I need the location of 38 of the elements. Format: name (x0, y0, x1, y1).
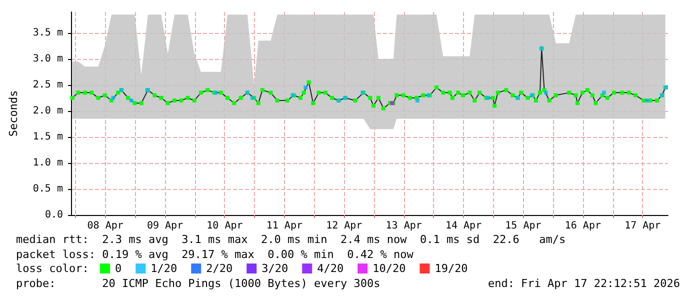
legend-label: 3/20 (262, 262, 288, 275)
y-tick-label: 3.0 m (32, 53, 63, 64)
x-tick-label: 09 Apr (146, 220, 184, 232)
legend-label: 4/20 (317, 262, 344, 275)
text: packet loss: 0.19 % avg 29.17 % max 0.00 % min 0.42 % now (16, 248, 414, 261)
y-tick-label: 2.0 m (32, 105, 63, 116)
y-tick-label: 1.5 m (32, 131, 63, 142)
legend-label: 0 (115, 262, 122, 275)
legend-label: 19/20 (434, 262, 468, 275)
x-tick-label: 16 Apr (564, 220, 601, 232)
x-tick-label: 08 Apr (87, 220, 124, 232)
point (111, 96, 116, 100)
legend-label: 10/20 (372, 262, 406, 275)
point (303, 85, 308, 90)
y-tick-label: 0.0 (44, 210, 63, 220)
point (544, 90, 548, 95)
x-tick-label: 13 Apr (386, 220, 422, 232)
legend-title: loss color: (16, 262, 89, 275)
y-tick-label: 1.0 m (32, 157, 63, 168)
legend-label: 1/20 (150, 262, 178, 275)
x-tick-label: 10 Apr (206, 220, 243, 232)
point (129, 98, 134, 102)
y-tick-label: 0.5 m (32, 183, 63, 194)
x-tick-label: 11 Apr (266, 220, 302, 232)
text: end: Fri Apr 17 22:12:51 2026 (488, 277, 680, 290)
point (602, 90, 606, 95)
y-tick-label: 2.5 m (32, 79, 63, 90)
legend-label: 2/20 (206, 262, 233, 275)
y-axis-title: Seconds (7, 90, 20, 137)
x-tick-label: 14 Apr (445, 220, 482, 232)
text: probe: 20 ICMP Echo Pings (1000 Bytes) every 300s (16, 277, 380, 290)
x-tick-label: 15 Apr (505, 220, 542, 232)
text: median rtt: 2.3 ms avg 3.1 ms max 2.0 ms min 2.4 ms now 0.1 ms sd 22.6 am/s (16, 233, 566, 246)
x-tick-label: 12 Apr (326, 220, 362, 232)
y-tick-label: 3.5 m (32, 27, 63, 38)
point (415, 98, 420, 102)
point (644, 98, 649, 102)
x-tick-label: 17 Apr (624, 220, 661, 232)
